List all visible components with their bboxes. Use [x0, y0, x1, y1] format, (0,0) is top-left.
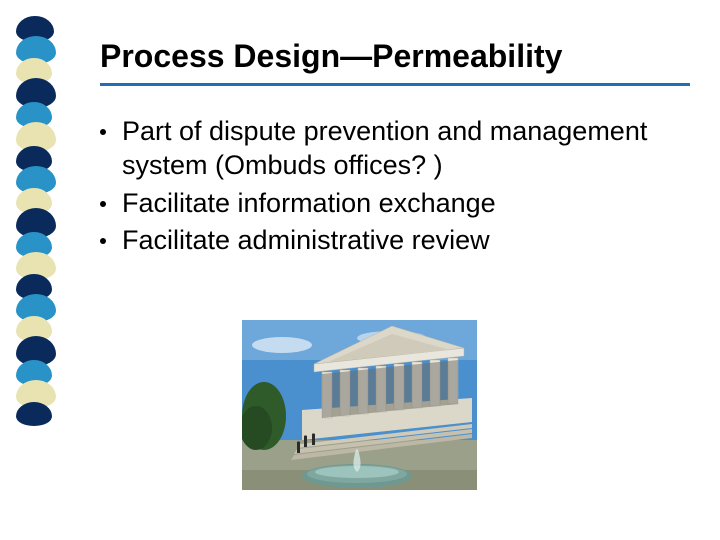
bullet-item: Part of dispute prevention and managemen…	[100, 115, 690, 183]
body-area: Part of dispute prevention and managemen…	[100, 115, 690, 262]
bullet-text: Facilitate administrative review	[122, 224, 490, 258]
bullet-icon	[100, 238, 106, 244]
slide-image	[242, 320, 477, 490]
bullet-text: Facilitate information exchange	[122, 187, 496, 221]
bullet-item: Facilitate administrative review	[100, 224, 690, 258]
court-building-icon	[242, 320, 477, 490]
bullet-icon	[100, 129, 106, 135]
slide: Process Design—Permeability Part of disp…	[0, 0, 720, 540]
decor-tile	[16, 402, 52, 426]
bullet-item: Facilitate information exchange	[100, 187, 690, 221]
title-area: Process Design—Permeability	[100, 38, 690, 86]
slide-title: Process Design—Permeability	[100, 38, 690, 75]
bullet-text: Part of dispute prevention and managemen…	[122, 115, 690, 183]
side-decor	[16, 16, 56, 436]
bullet-icon	[100, 201, 106, 207]
